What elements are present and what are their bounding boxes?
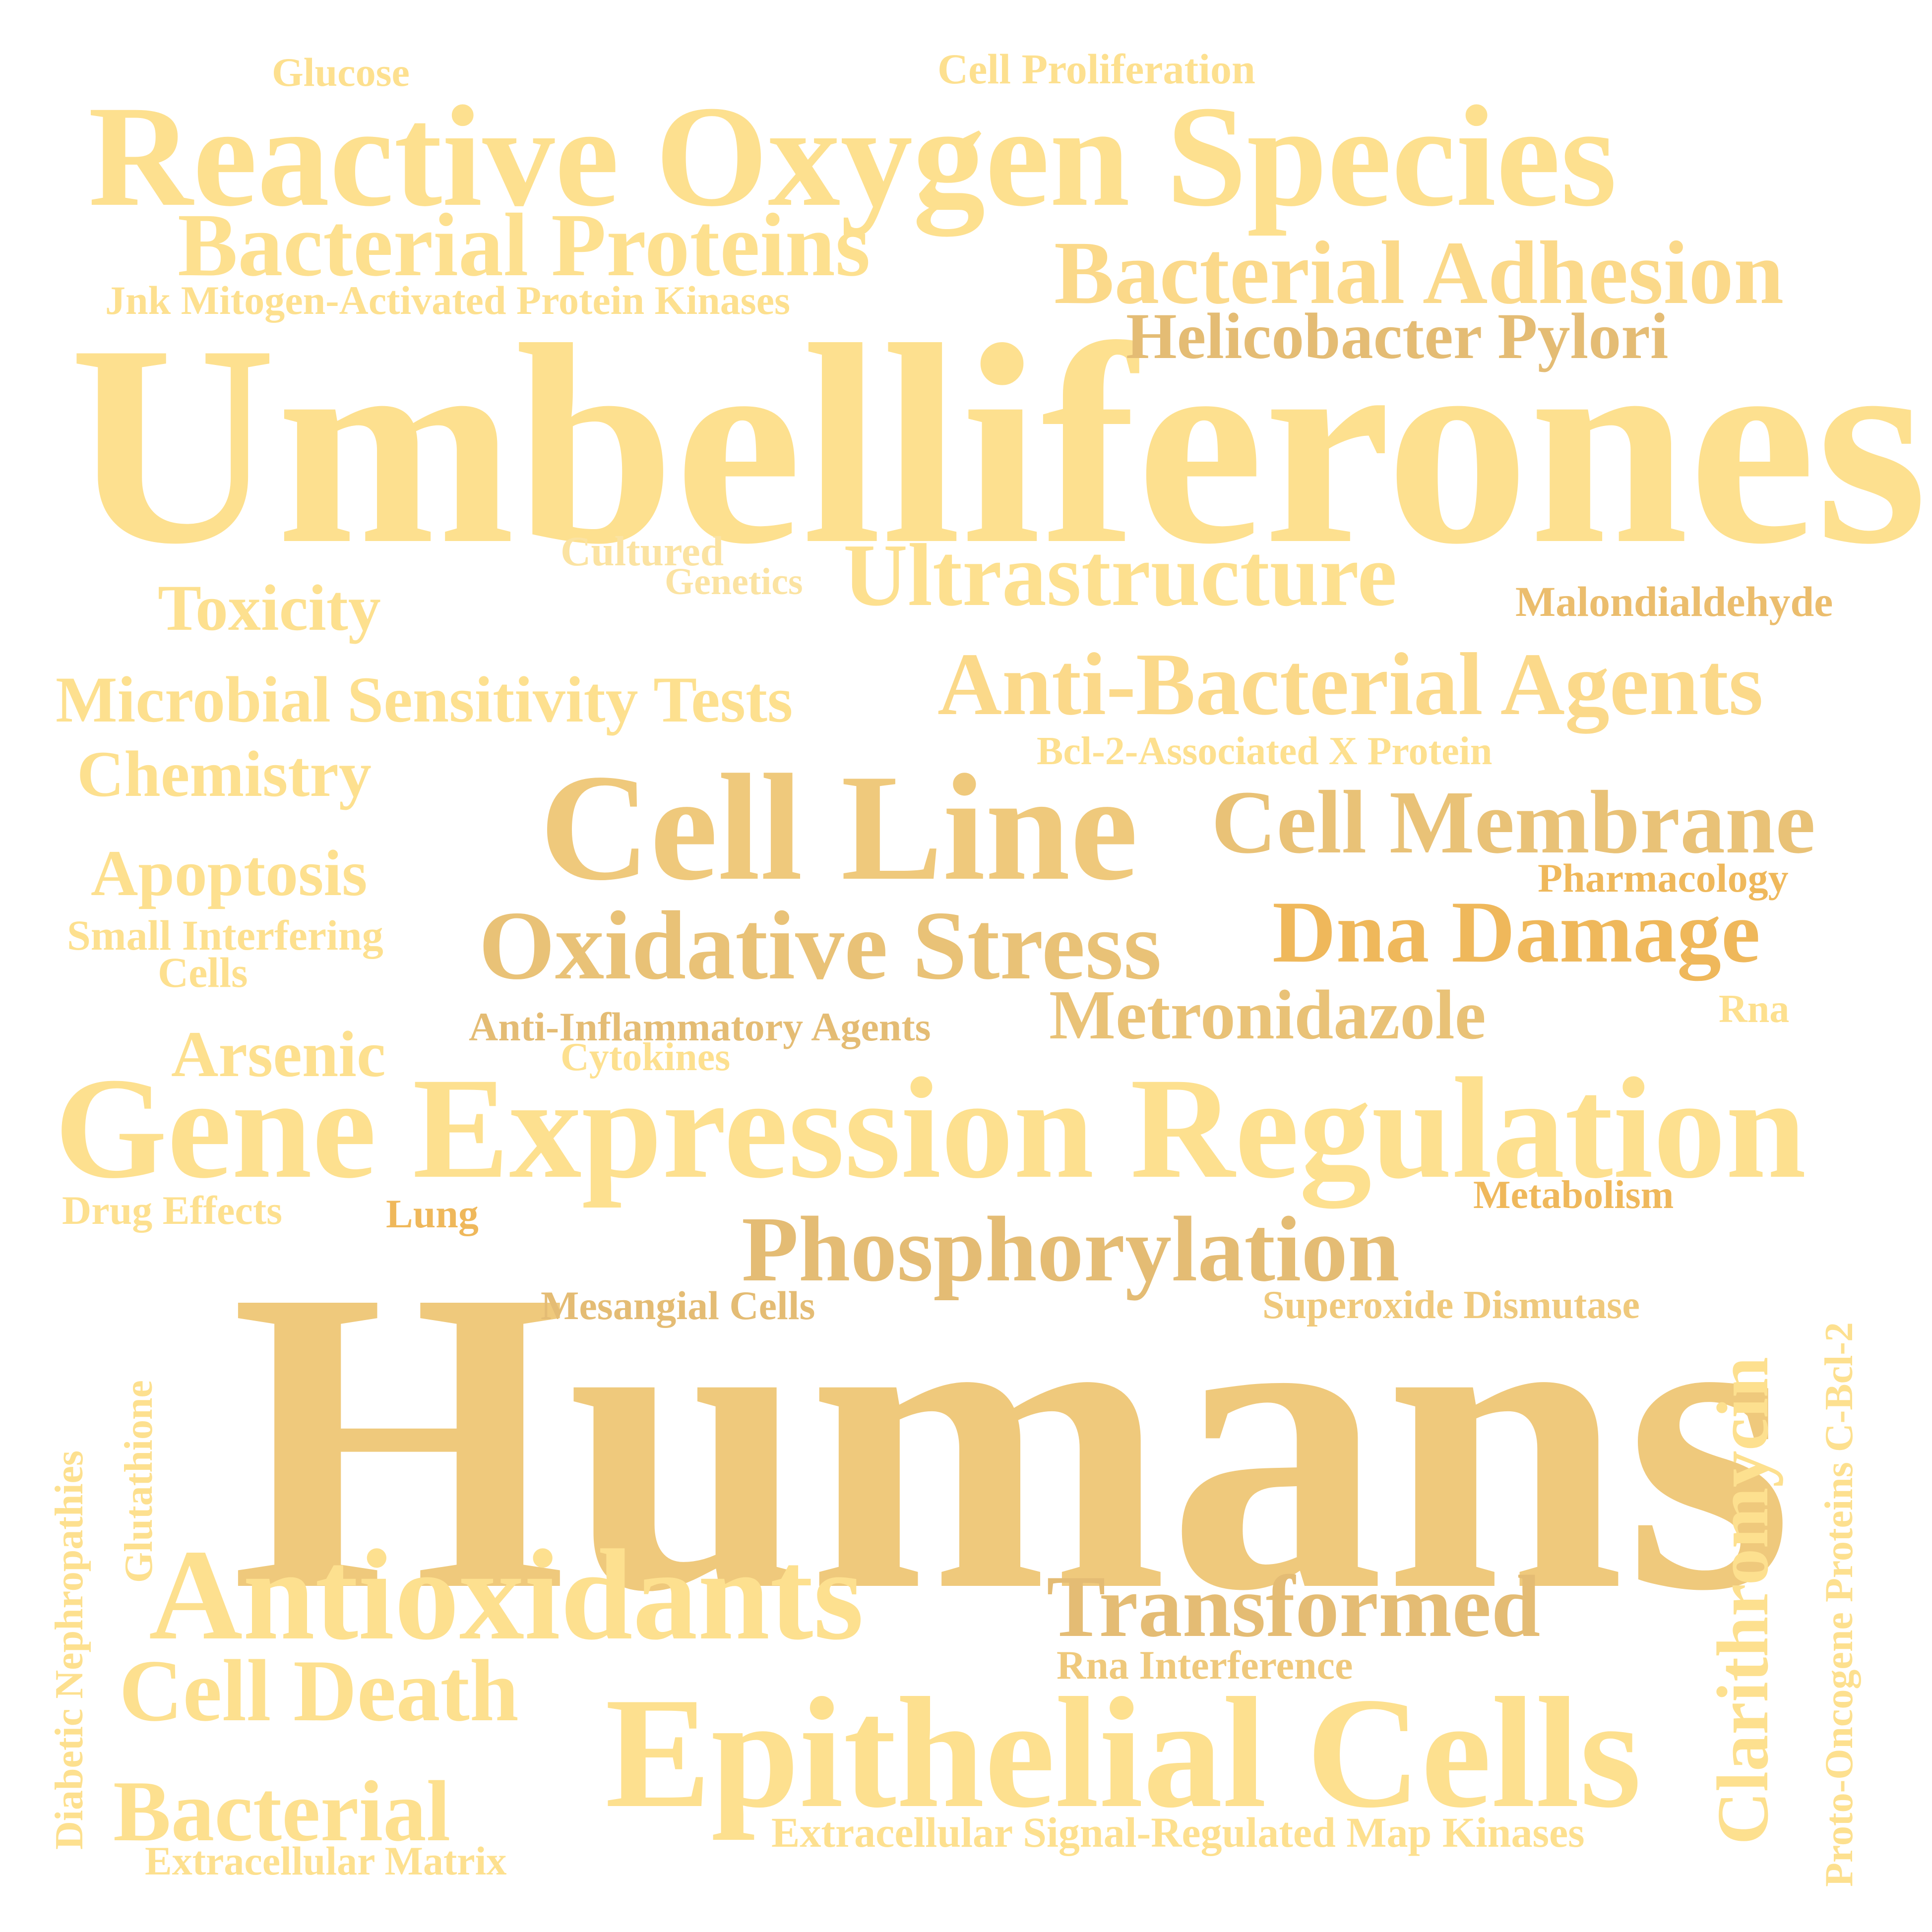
word-metronidazole: Metronidazole	[1049, 975, 1486, 1054]
word-bacterial-adhesion: Bacterial Adhesion	[1054, 223, 1784, 323]
word-anti-inflammatory-agents: Anti-Inflammatory Agents	[469, 1004, 931, 1049]
word-superoxide-dismutase: Superoxide Dismutase	[1262, 1283, 1640, 1327]
word-oxidative-stress: Oxidative Stress	[479, 891, 1162, 1000]
word-antioxidants: Antioxidants	[149, 1523, 864, 1667]
word-epithelial-cells: Epithelial Cells	[605, 1665, 1642, 1841]
word-metabolism: Metabolism	[1473, 1173, 1674, 1217]
word-arsenic: Arsenic	[171, 1018, 386, 1090]
word-cells: Cells	[158, 949, 248, 996]
word-clarithromycin: Clarithromycin	[1702, 1357, 1784, 1845]
word-ultrastructure: Ultrastructure	[843, 526, 1397, 624]
word-cell-death: Cell Death	[119, 1641, 519, 1740]
word-pharmacology: Pharmacology	[1538, 855, 1789, 901]
word-cultured: Cultured	[561, 528, 724, 575]
word-bcl2-associated-x-protein: Bcl-2-Associated X Protein	[1037, 729, 1493, 773]
word-genetics: Genetics	[665, 561, 803, 603]
word-jnk-mapk: Jnk Mitogen-Activated Protein Kinases	[105, 278, 790, 323]
word-extracellular-matrix: Extracellular Matrix	[145, 1838, 507, 1883]
word-transformed: Transformed	[1047, 1557, 1541, 1655]
word-umbelliferones: Umbelliferones	[69, 286, 1928, 604]
word-lung: Lung	[386, 1191, 479, 1236]
word-chemistry: Chemistry	[77, 737, 372, 810]
word-phosphorylation: Phosphorylation	[742, 1197, 1400, 1301]
word-bacterial-proteins: Bacterial Proteins	[178, 195, 871, 295]
word-drug-effects: Drug Effects	[62, 1188, 283, 1233]
word-erk-map-kinases: Extracellular Signal-Regulated Map Kinas…	[771, 1809, 1585, 1856]
word-microbial-sensitivity-tests: Microbial Sensitivity Tests	[56, 663, 793, 736]
word-cell-membrane: Cell Membrane	[1211, 773, 1816, 872]
word-malondialdehyde: Malondialdehyde	[1515, 578, 1833, 625]
word-reactive-oxygen-species: Reactive Oxygen Species	[88, 76, 1617, 237]
word-toxicity: Toxicity	[158, 571, 381, 644]
word-helicobacter-pylori: Helicobacter Pylori	[1126, 300, 1669, 372]
word-gene-expression-regulation: Gene Expression Regulation	[55, 1048, 1807, 1208]
word-rna-interference: Rna Interference	[1057, 1642, 1353, 1688]
word-cell-proliferation: Cell Proliferation	[937, 45, 1255, 93]
word-glutathione: Glutathione	[117, 1380, 161, 1583]
word-mesangial-cells: Mesangial Cells	[541, 1283, 815, 1328]
word-cell-line: Cell Line	[540, 743, 1138, 912]
word-glucose: Glucose	[272, 50, 410, 95]
word-dna-damage: Dna Damage	[1272, 883, 1760, 981]
word-apoptosis: Apoptosis	[91, 837, 368, 909]
word-small-interfering: Small Interfering	[67, 911, 383, 959]
word-humans: Humans	[231, 1201, 1793, 1680]
word-diabetic-nephropathies: Diabetic Nephropathies	[48, 1450, 91, 1850]
word-cytokines: Cytokines	[561, 1035, 731, 1079]
word-bacterial: Bacterial	[113, 1763, 451, 1859]
word-proto-oncogene-proteins: Proto-Oncogene Proteins C-Bcl-2	[1817, 1322, 1861, 1887]
word-rna: Rna	[1719, 987, 1790, 1031]
word-anti-bacterial-agents: Anti-Bacterial Agents	[937, 635, 1763, 733]
